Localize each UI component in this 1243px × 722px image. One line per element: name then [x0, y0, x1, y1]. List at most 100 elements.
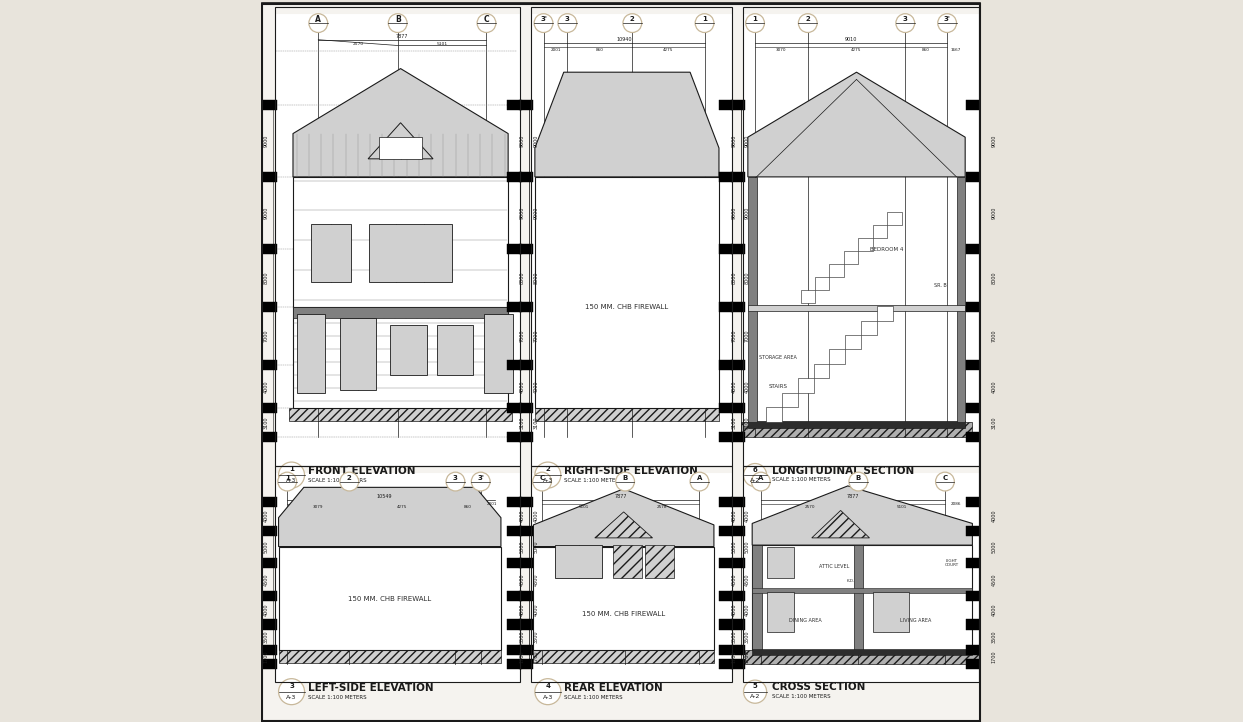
Text: 3': 3'	[943, 17, 951, 22]
Text: 3: 3	[902, 17, 907, 22]
Text: 4500: 4500	[731, 573, 736, 586]
Text: 5: 5	[753, 684, 757, 690]
Text: 4000: 4000	[520, 510, 525, 523]
Text: 5000: 5000	[992, 541, 997, 553]
Polygon shape	[368, 123, 433, 159]
Text: 3': 3'	[477, 475, 484, 481]
Bar	[966, 432, 981, 442]
Bar	[731, 403, 745, 413]
Bar	[293, 307, 508, 318]
Bar	[533, 650, 713, 663]
Bar	[966, 172, 981, 182]
Text: 2570: 2570	[353, 42, 363, 46]
Text: 9010: 9010	[845, 38, 858, 42]
Circle shape	[558, 14, 577, 32]
Text: 1700: 1700	[533, 651, 538, 664]
Circle shape	[278, 679, 305, 705]
Text: 1: 1	[290, 466, 295, 472]
Text: 1: 1	[285, 475, 290, 481]
Text: 3': 3'	[541, 17, 547, 22]
Text: 4275: 4275	[398, 505, 408, 509]
Bar	[966, 591, 981, 601]
Text: A: A	[316, 15, 321, 24]
Text: 4000: 4000	[731, 604, 736, 617]
Text: CROSS SECTION: CROSS SECTION	[772, 682, 865, 692]
Text: FRONT ELEVATION: FRONT ELEVATION	[308, 466, 415, 477]
Text: 3100: 3100	[745, 416, 750, 429]
Bar	[815, 277, 829, 290]
Text: 2001: 2001	[551, 48, 561, 52]
Text: 2578: 2578	[658, 505, 667, 509]
Text: SR. B: SR. B	[933, 283, 946, 287]
Bar	[957, 177, 965, 422]
Circle shape	[743, 680, 767, 703]
Text: 1: 1	[702, 17, 707, 22]
Text: 1: 1	[752, 17, 757, 22]
Bar	[262, 558, 277, 568]
Text: B: B	[623, 475, 628, 481]
Text: 3500: 3500	[264, 631, 268, 643]
Text: 7877: 7877	[397, 35, 409, 39]
Bar	[613, 545, 641, 578]
Text: 9000: 9000	[731, 206, 736, 219]
Circle shape	[937, 14, 957, 32]
Bar	[800, 290, 815, 303]
Bar	[297, 314, 326, 393]
Bar	[293, 307, 508, 408]
Bar	[507, 645, 522, 655]
Text: LEFT-SIDE ELEVATION: LEFT-SIDE ELEVATION	[308, 683, 434, 693]
Text: 8000: 8000	[264, 271, 268, 284]
Bar	[829, 349, 845, 364]
Bar	[507, 497, 522, 507]
Circle shape	[896, 14, 915, 32]
Text: 4000: 4000	[264, 510, 268, 523]
Bar	[507, 591, 522, 601]
Bar	[507, 432, 522, 442]
Bar	[966, 558, 981, 568]
Text: 2: 2	[630, 17, 635, 22]
Text: 2: 2	[805, 17, 810, 22]
Text: 9000: 9000	[731, 134, 736, 147]
Text: 3: 3	[290, 683, 295, 689]
Text: 3100: 3100	[520, 416, 525, 429]
Bar	[520, 645, 533, 655]
Text: 1700: 1700	[731, 651, 736, 664]
Text: 150 MM. CHB FIREWALL: 150 MM. CHB FIREWALL	[585, 304, 669, 310]
Text: 7877: 7877	[846, 495, 859, 499]
Text: SCALE 1:100 METERS: SCALE 1:100 METERS	[308, 479, 367, 483]
Bar	[520, 591, 533, 601]
Bar	[520, 172, 533, 182]
Bar	[845, 335, 861, 349]
Bar	[520, 526, 533, 536]
Text: 3: 3	[564, 17, 569, 22]
Text: LONGITUDINAL SECTION: LONGITUDINAL SECTION	[772, 466, 914, 476]
Bar	[731, 432, 745, 442]
Text: B: B	[395, 15, 400, 24]
Text: 3500: 3500	[992, 631, 997, 643]
Text: 4000: 4000	[264, 380, 268, 393]
Text: 8000: 8000	[731, 271, 736, 284]
Text: 3100: 3100	[264, 416, 268, 429]
Bar	[966, 244, 981, 254]
Text: 2001: 2001	[486, 502, 497, 506]
Bar	[782, 393, 798, 407]
Bar	[731, 645, 745, 655]
Text: 4000: 4000	[745, 510, 750, 523]
Text: REAR ELEVATION: REAR ELEVATION	[564, 683, 664, 693]
Bar	[718, 100, 733, 110]
Bar	[748, 177, 757, 422]
Bar	[507, 659, 522, 669]
Text: 9000: 9000	[520, 134, 525, 147]
Bar	[485, 314, 513, 393]
Text: 9000: 9000	[992, 206, 997, 219]
Bar	[262, 302, 277, 312]
Text: 9000: 9000	[264, 134, 268, 147]
Bar	[731, 659, 745, 669]
Bar	[520, 558, 533, 568]
Bar	[966, 526, 981, 536]
Text: 7000: 7000	[533, 329, 538, 342]
Bar	[718, 526, 733, 536]
Text: STAIRS: STAIRS	[768, 384, 787, 388]
Text: DINING AREA: DINING AREA	[789, 619, 822, 623]
Polygon shape	[595, 512, 653, 538]
